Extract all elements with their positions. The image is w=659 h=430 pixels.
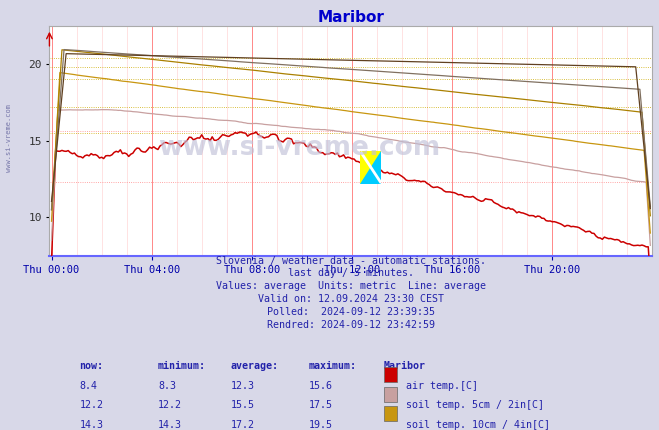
- Text: 12.2: 12.2: [80, 400, 103, 410]
- Text: www.si-vreme.com: www.si-vreme.com: [5, 104, 12, 172]
- Text: 17.5: 17.5: [308, 400, 333, 410]
- Text: 15.6: 15.6: [308, 381, 333, 390]
- Text: 12.3: 12.3: [231, 381, 254, 390]
- FancyBboxPatch shape: [384, 367, 397, 382]
- Text: 8.3: 8.3: [158, 381, 176, 390]
- Text: soil temp. 10cm / 4in[C]: soil temp. 10cm / 4in[C]: [407, 420, 550, 430]
- Text: 14.3: 14.3: [158, 420, 182, 430]
- Text: 19.5: 19.5: [308, 420, 333, 430]
- Text: 17.2: 17.2: [231, 420, 254, 430]
- Text: 15.5: 15.5: [231, 400, 254, 410]
- Text: Slovenia / weather data - automatic stations.
last day / 5 minutes.
Values: aver: Slovenia / weather data - automatic stat…: [216, 255, 486, 329]
- Text: Maribor: Maribor: [384, 361, 426, 371]
- Text: 14.3: 14.3: [80, 420, 103, 430]
- Text: minimum:: minimum:: [158, 361, 206, 371]
- Text: maximum:: maximum:: [308, 361, 357, 371]
- FancyBboxPatch shape: [384, 406, 397, 421]
- Text: soil temp. 5cm / 2in[C]: soil temp. 5cm / 2in[C]: [407, 400, 544, 410]
- Text: air temp.[C]: air temp.[C]: [407, 381, 478, 390]
- Text: average:: average:: [231, 361, 278, 371]
- Text: www.si-vreme.com: www.si-vreme.com: [158, 135, 440, 160]
- Text: 8.4: 8.4: [80, 381, 98, 390]
- Text: now:: now:: [80, 361, 103, 371]
- FancyBboxPatch shape: [384, 387, 397, 402]
- FancyBboxPatch shape: [384, 426, 397, 430]
- Text: 12.2: 12.2: [158, 400, 182, 410]
- Title: Maribor: Maribor: [318, 9, 384, 25]
